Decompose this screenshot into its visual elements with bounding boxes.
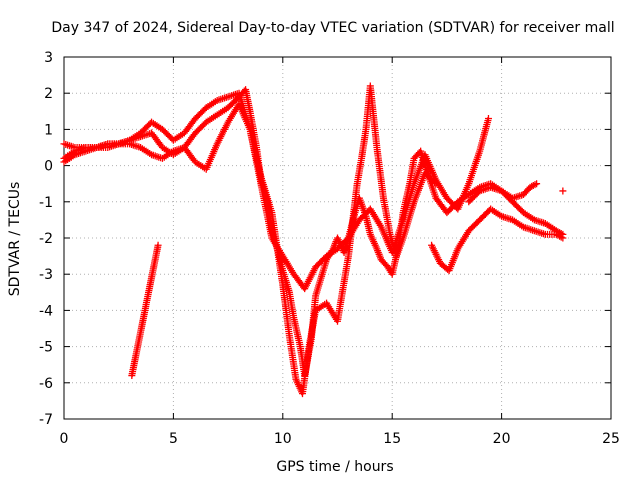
- series-markers: [62, 84, 439, 396]
- series-track-7: [559, 187, 567, 195]
- series-track-3: [128, 241, 162, 380]
- data-series: [60, 82, 567, 398]
- x-tick-label: 25: [602, 431, 620, 447]
- y-tick-label: -1: [39, 195, 53, 211]
- y-tick-label: -4: [39, 303, 53, 319]
- y-tick-label: 3: [44, 50, 53, 66]
- series-track-4: [60, 82, 440, 398]
- y-tick-label: 0: [44, 159, 53, 175]
- y-axis-label: SDTVAR / TECUs: [7, 182, 23, 297]
- y-tick-label: -6: [39, 376, 53, 392]
- y-tick-label: -7: [39, 412, 53, 428]
- x-tick-label: 5: [169, 431, 178, 447]
- y-tick-label: -5: [39, 340, 53, 356]
- y-tick-label: 2: [44, 86, 53, 102]
- chart-title: Day 347 of 2024, Sidereal Day-to-day VTE…: [51, 20, 614, 36]
- series-track-5: [428, 205, 567, 275]
- series-markers: [466, 181, 539, 204]
- series-markers: [62, 90, 492, 291]
- series-markers: [429, 206, 565, 273]
- x-tick-label: 0: [60, 431, 69, 447]
- x-tick-label: 15: [383, 431, 401, 447]
- x-tick-label: 20: [493, 431, 511, 447]
- data-point: [559, 187, 567, 195]
- series-track-6: [465, 180, 541, 206]
- series-track-1: [60, 86, 567, 380]
- x-axis-label: GPS time / hours: [276, 459, 393, 475]
- y-tick-label: 1: [44, 122, 53, 138]
- y-tick-label: -3: [39, 267, 53, 283]
- series-markers: [128, 243, 162, 378]
- x-tick-label: 10: [274, 431, 292, 447]
- y-tick-label: -2: [39, 231, 53, 247]
